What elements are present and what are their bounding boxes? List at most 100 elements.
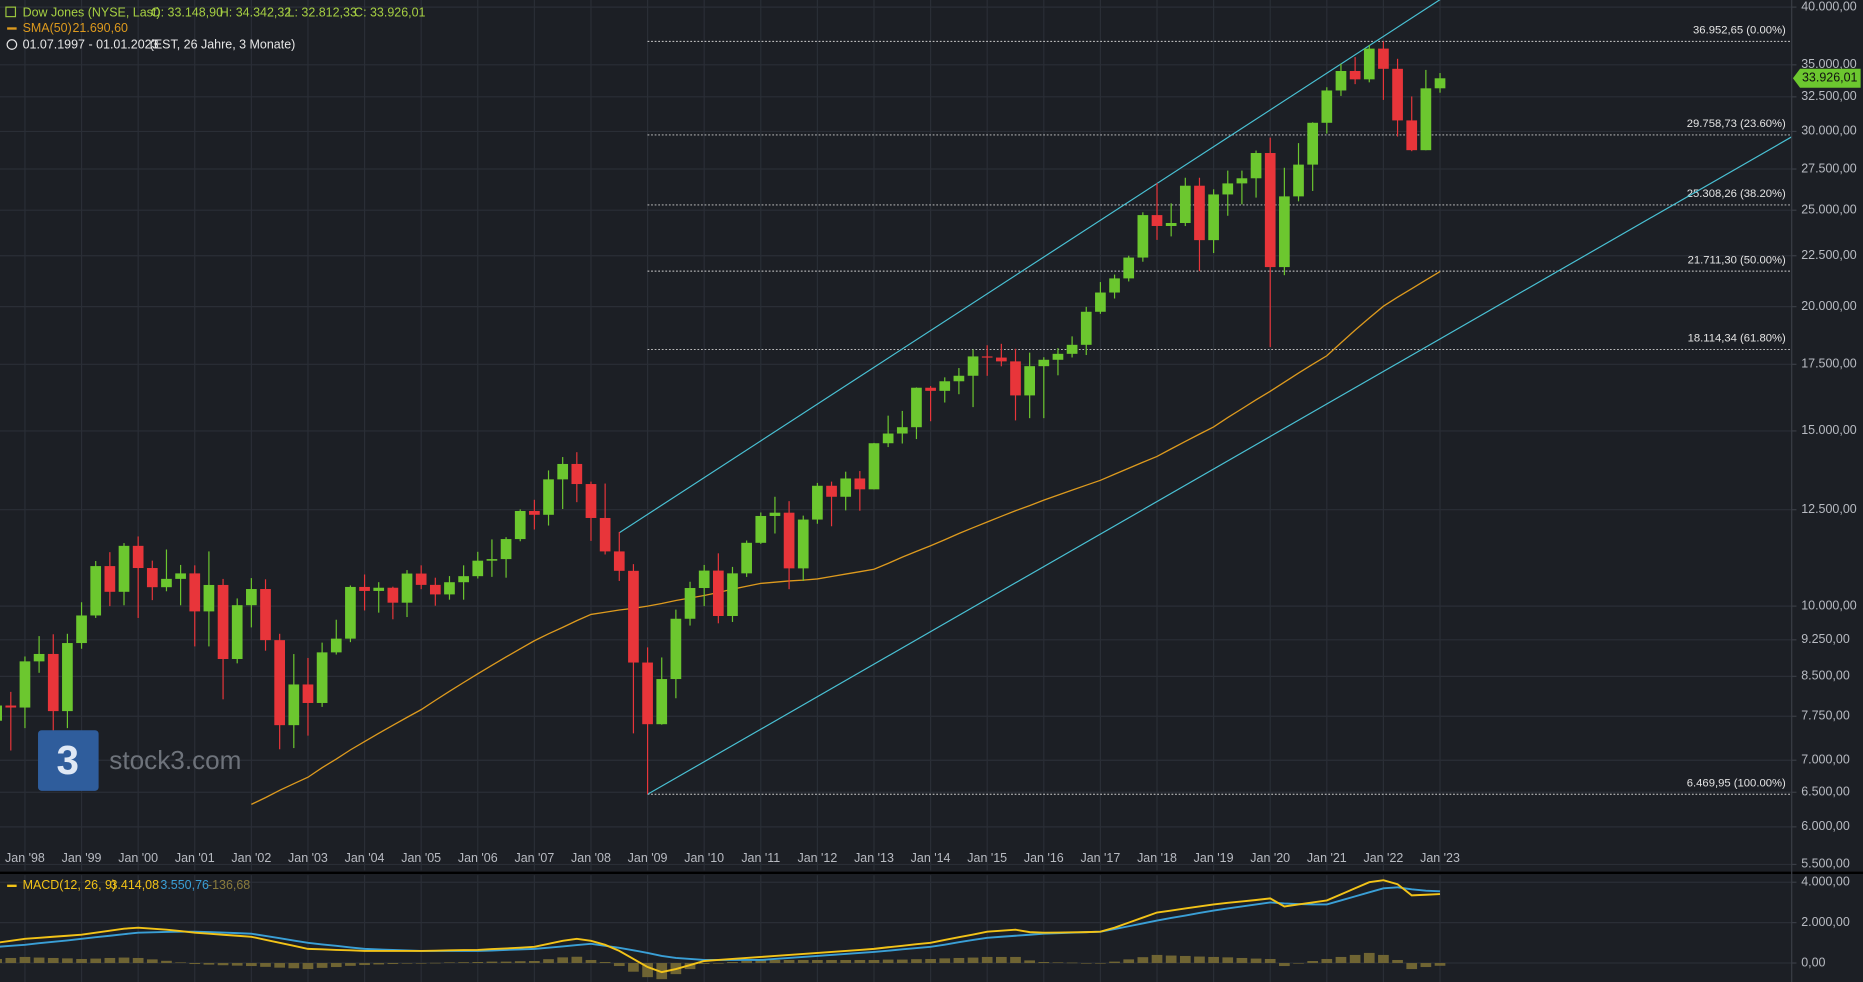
macd-histogram-bar [1080, 963, 1092, 964]
y-tick-label: 0,00 [1801, 955, 1825, 969]
macd-histogram-bar [175, 962, 186, 964]
candle-body [401, 573, 413, 603]
macd-histogram-bar [656, 963, 668, 980]
x-tick-label: Jan '13 [854, 851, 894, 865]
candle-body [996, 357, 1007, 362]
candle-body [1420, 88, 1432, 151]
y-tick-label: 27.500,00 [1801, 161, 1857, 175]
y-tick-label: 15.000,00 [1801, 423, 1857, 437]
macd-histogram-bar [132, 957, 144, 964]
candle-body [741, 542, 752, 574]
candle-body [19, 661, 31, 708]
macd-histogram-bar [5, 957, 17, 964]
candle-body [203, 584, 215, 612]
candle-body [840, 478, 852, 497]
candle-body [33, 653, 45, 662]
candle-body [953, 375, 965, 382]
candle-body [1250, 153, 1262, 179]
ohlc-high: H: 34.342,32 [220, 5, 291, 19]
candle-body [1038, 359, 1050, 367]
macd-histogram-bar [1179, 955, 1191, 964]
macd-legend-swatch [7, 884, 17, 888]
candle-body [1137, 215, 1149, 258]
macd-histogram-bar [302, 963, 314, 970]
candle-body [1052, 353, 1064, 360]
candle-body [882, 433, 894, 444]
macd-histogram-bar [373, 963, 385, 965]
macd-histogram-bar [316, 963, 328, 968]
candle-body [330, 638, 342, 653]
x-tick-label: Jan '20 [1250, 851, 1290, 865]
macd-histogram-bar [76, 958, 87, 964]
macd-histogram-bar [529, 960, 540, 964]
macd-histogram-bar [684, 963, 696, 970]
macd-histogram-bar [896, 959, 908, 964]
sma-legend: SMA(50) [23, 21, 72, 35]
date-range-note: (EST, 26 Jahre, 3 Monate) [150, 37, 296, 51]
candle-body [345, 586, 356, 639]
macd-histogram-bar [1420, 963, 1432, 968]
watermark-logo-box [38, 730, 99, 791]
candle-body [1236, 178, 1248, 184]
macd-histogram-bar [1392, 959, 1403, 964]
x-tick-label: Jan '10 [684, 851, 724, 865]
macd-histogram-bar [359, 963, 370, 966]
macd-histogram-bar [613, 963, 625, 967]
macd-legend: MACD(12, 26, 9) [23, 878, 117, 892]
macd-histogram-bar [1279, 963, 1290, 967]
x-tick-label: Jan '23 [1420, 851, 1460, 865]
header: Dow Jones (NYSE, Last) O: 33.148,90 H: 3… [5, 5, 426, 892]
candle-body [1307, 122, 1319, 165]
x-tick-label: Jan '14 [911, 851, 951, 865]
y-tick-label: 17.500,00 [1801, 357, 1857, 371]
macd-histogram-bar [189, 963, 201, 965]
candle-body [217, 584, 229, 660]
candle-body [288, 684, 300, 726]
macd-histogram-bar [1434, 963, 1446, 966]
macd-histogram-bar [797, 959, 809, 964]
candle-body [684, 588, 696, 619]
candle-body [458, 576, 469, 583]
macd-histogram-bar [19, 956, 31, 964]
x-tick-label: Jan '00 [118, 851, 158, 865]
candle-body [571, 463, 583, 485]
macd-histogram-bar [387, 963, 399, 965]
y-tick-label: 40.000,00 [1801, 0, 1857, 13]
candle-body [1434, 78, 1446, 89]
y-tick-label: 20.000,00 [1801, 299, 1857, 313]
candle-body [1335, 71, 1347, 91]
candle-body [359, 586, 370, 591]
candle-body [543, 479, 554, 515]
macd-histogram-bar [1264, 958, 1276, 964]
ohlc-close: C: 33.926,01 [354, 5, 425, 19]
candle-body [1165, 222, 1177, 226]
macd-histogram-bar [146, 959, 158, 964]
macd-histogram-bar [1250, 958, 1262, 964]
macd-histogram-bar [727, 962, 738, 964]
macd-histogram-bar [939, 958, 951, 964]
sma-line [251, 271, 1441, 805]
macd-histogram-bar [967, 957, 979, 964]
watermark-text: stock3.com [109, 745, 241, 775]
macd-histogram-bar [1307, 960, 1319, 964]
macd-histogram-bar [1349, 954, 1361, 964]
sma-legend-swatch [7, 27, 17, 30]
x-tick-label: Jan '11 [741, 851, 780, 865]
macd-histogram-bar [911, 959, 922, 964]
candle-body [1279, 196, 1290, 268]
candle-body [161, 578, 172, 588]
ohlc-open: O: 33.148,90 [151, 5, 223, 19]
candle-body [1392, 68, 1403, 121]
candle-body [755, 515, 767, 543]
x-tick-label: Jan '98 [5, 851, 45, 865]
candle-body [231, 605, 243, 660]
candle-body [812, 485, 823, 520]
macd-histogram-bar [1293, 963, 1304, 964]
candle-body [472, 560, 484, 577]
candle-body [585, 484, 597, 518]
fib-label: 21.711,30 (50.00%) [1688, 254, 1786, 266]
candle-body [175, 573, 186, 579]
macd-value: 3.414,08 [110, 878, 159, 892]
candle-body [1194, 185, 1205, 241]
